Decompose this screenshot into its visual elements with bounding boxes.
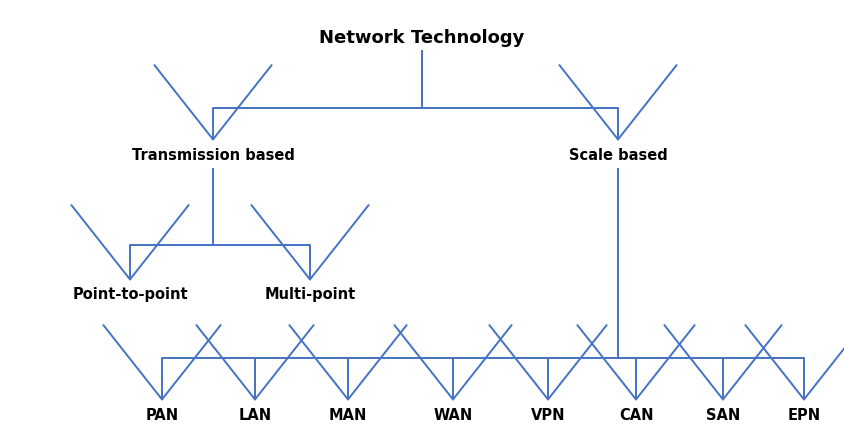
Text: PAN: PAN bbox=[145, 408, 179, 422]
Text: SAN: SAN bbox=[706, 408, 740, 422]
Text: Multi-point: Multi-point bbox=[264, 288, 355, 302]
Text: EPN: EPN bbox=[787, 408, 820, 422]
Text: WAN: WAN bbox=[433, 408, 473, 422]
Text: Network Technology: Network Technology bbox=[319, 29, 525, 47]
Text: Scale based: Scale based bbox=[569, 148, 668, 162]
Text: Transmission based: Transmission based bbox=[132, 148, 295, 162]
Text: Point-to-point: Point-to-point bbox=[73, 288, 188, 302]
Text: CAN: CAN bbox=[619, 408, 653, 422]
Text: VPN: VPN bbox=[531, 408, 565, 422]
Text: LAN: LAN bbox=[239, 408, 272, 422]
Text: MAN: MAN bbox=[329, 408, 367, 422]
